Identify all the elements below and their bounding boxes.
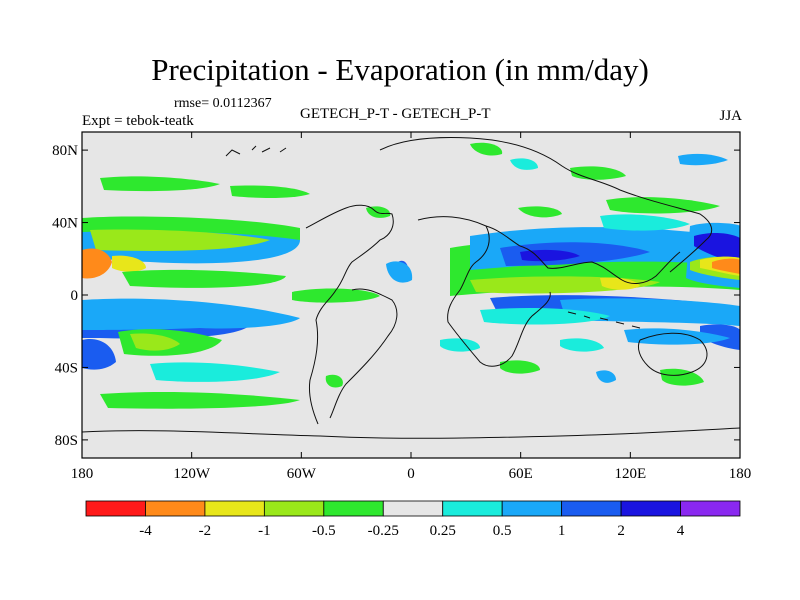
field-patch: [100, 176, 220, 192]
colorbar-label: -2: [199, 523, 212, 539]
field-patch: [122, 269, 286, 288]
colorbar-swatch: [680, 500, 741, 517]
y-axis: 80N 40N 0 40S 80S: [52, 143, 740, 449]
y-tick-label: 40S: [55, 360, 78, 376]
field-patch: [678, 153, 728, 166]
field-shading: [82, 142, 740, 409]
coastline-eurasia: [379, 137, 713, 273]
y-tick-label: 80N: [52, 143, 78, 159]
field-patch: [230, 185, 310, 198]
x-tick-label: 0: [407, 466, 415, 482]
field-patch: [82, 248, 112, 279]
field-patch: [82, 298, 300, 330]
field-patch: [624, 328, 730, 345]
colorbar: -4 -2 -1 -0.5 -0.25 0.25 0.5 1 2 4: [85, 500, 741, 539]
colorbar-label: 0.25: [430, 523, 456, 539]
coastline-islands: [567, 311, 641, 329]
field-patch: [712, 258, 740, 274]
experiment-label: Expt = tebok-teatk: [82, 113, 194, 129]
colorbar-label: 2: [617, 523, 625, 539]
y-tick-label: 40N: [52, 216, 78, 232]
field-patch: [606, 197, 720, 214]
colorbar-label: -1: [258, 523, 271, 539]
field-patch: [480, 308, 610, 325]
y-tick-label: 0: [71, 288, 79, 304]
colorbar-label: 4: [677, 523, 685, 539]
colorbar-label: 1: [558, 523, 566, 539]
field-patch: [100, 392, 300, 409]
colorbar-label: -0.25: [368, 523, 399, 539]
field-patch: [560, 338, 604, 352]
colorbar-label: -4: [139, 523, 152, 539]
x-tick-label: 60W: [287, 466, 317, 482]
colorbar-swatch: [323, 500, 384, 517]
coastline-asia-south: [485, 225, 681, 284]
coastline-antarctica: [82, 427, 740, 439]
colorbar-swatch: [204, 500, 265, 517]
coastline-south-america: [329, 288, 398, 419]
x-tick-label: 120W: [173, 466, 211, 482]
coastline-africa: [417, 216, 551, 367]
colorbar-swatch: [85, 500, 146, 517]
field-label: GETECH_P-T - GETECH_P-T: [300, 106, 491, 122]
field-patch: [112, 255, 146, 272]
x-tick-label: 120E: [614, 466, 646, 482]
map-title: Precipitation - Evaporation (in mm/day): [151, 52, 649, 87]
coastline-americas: [225, 145, 287, 157]
field-patch: [90, 229, 270, 251]
season-label: JJA: [719, 108, 742, 124]
colorbar-swatch: [263, 500, 325, 517]
colorbar-swatch: [561, 500, 622, 517]
field-patch: [596, 370, 616, 383]
field-patch: [130, 333, 180, 351]
x-tick-label: 180: [729, 466, 752, 482]
field-patch: [518, 206, 562, 218]
field-patch: [82, 338, 116, 370]
colorbar-swatch: [145, 500, 206, 517]
colorbar-swatch: [620, 500, 681, 517]
coastline-australia: [637, 332, 708, 376]
field-patch: [470, 142, 503, 156]
field-patch: [325, 374, 343, 388]
x-tick-label: 60E: [509, 466, 533, 482]
field-patch: [520, 249, 580, 262]
rmse-label: rmse= 0.0112367: [174, 96, 272, 111]
field-patch: [150, 362, 280, 382]
field-patch: [600, 214, 690, 231]
colorbar-label: 0.5: [493, 523, 512, 539]
field-patch: [510, 158, 538, 170]
field-patch: [440, 338, 480, 352]
x-axis: 180 120W 60W 0 60E 120E 180: [71, 132, 752, 482]
field-patch: [386, 261, 413, 283]
field-patch: [82, 216, 300, 240]
field-patch: [600, 277, 640, 290]
colorbar-label: -0.5: [312, 523, 336, 539]
y-tick-label: 80S: [55, 433, 78, 449]
coastline-americas: [305, 204, 394, 425]
coastlines: [82, 137, 740, 439]
field-patch: [500, 360, 540, 374]
field-patch: [660, 368, 704, 386]
field-patch: [292, 288, 380, 303]
colorbar-swatch: [442, 500, 503, 517]
colorbar-swatch: [382, 500, 444, 517]
x-tick-label: 180: [71, 466, 94, 482]
colorbar-swatch: [501, 500, 563, 517]
